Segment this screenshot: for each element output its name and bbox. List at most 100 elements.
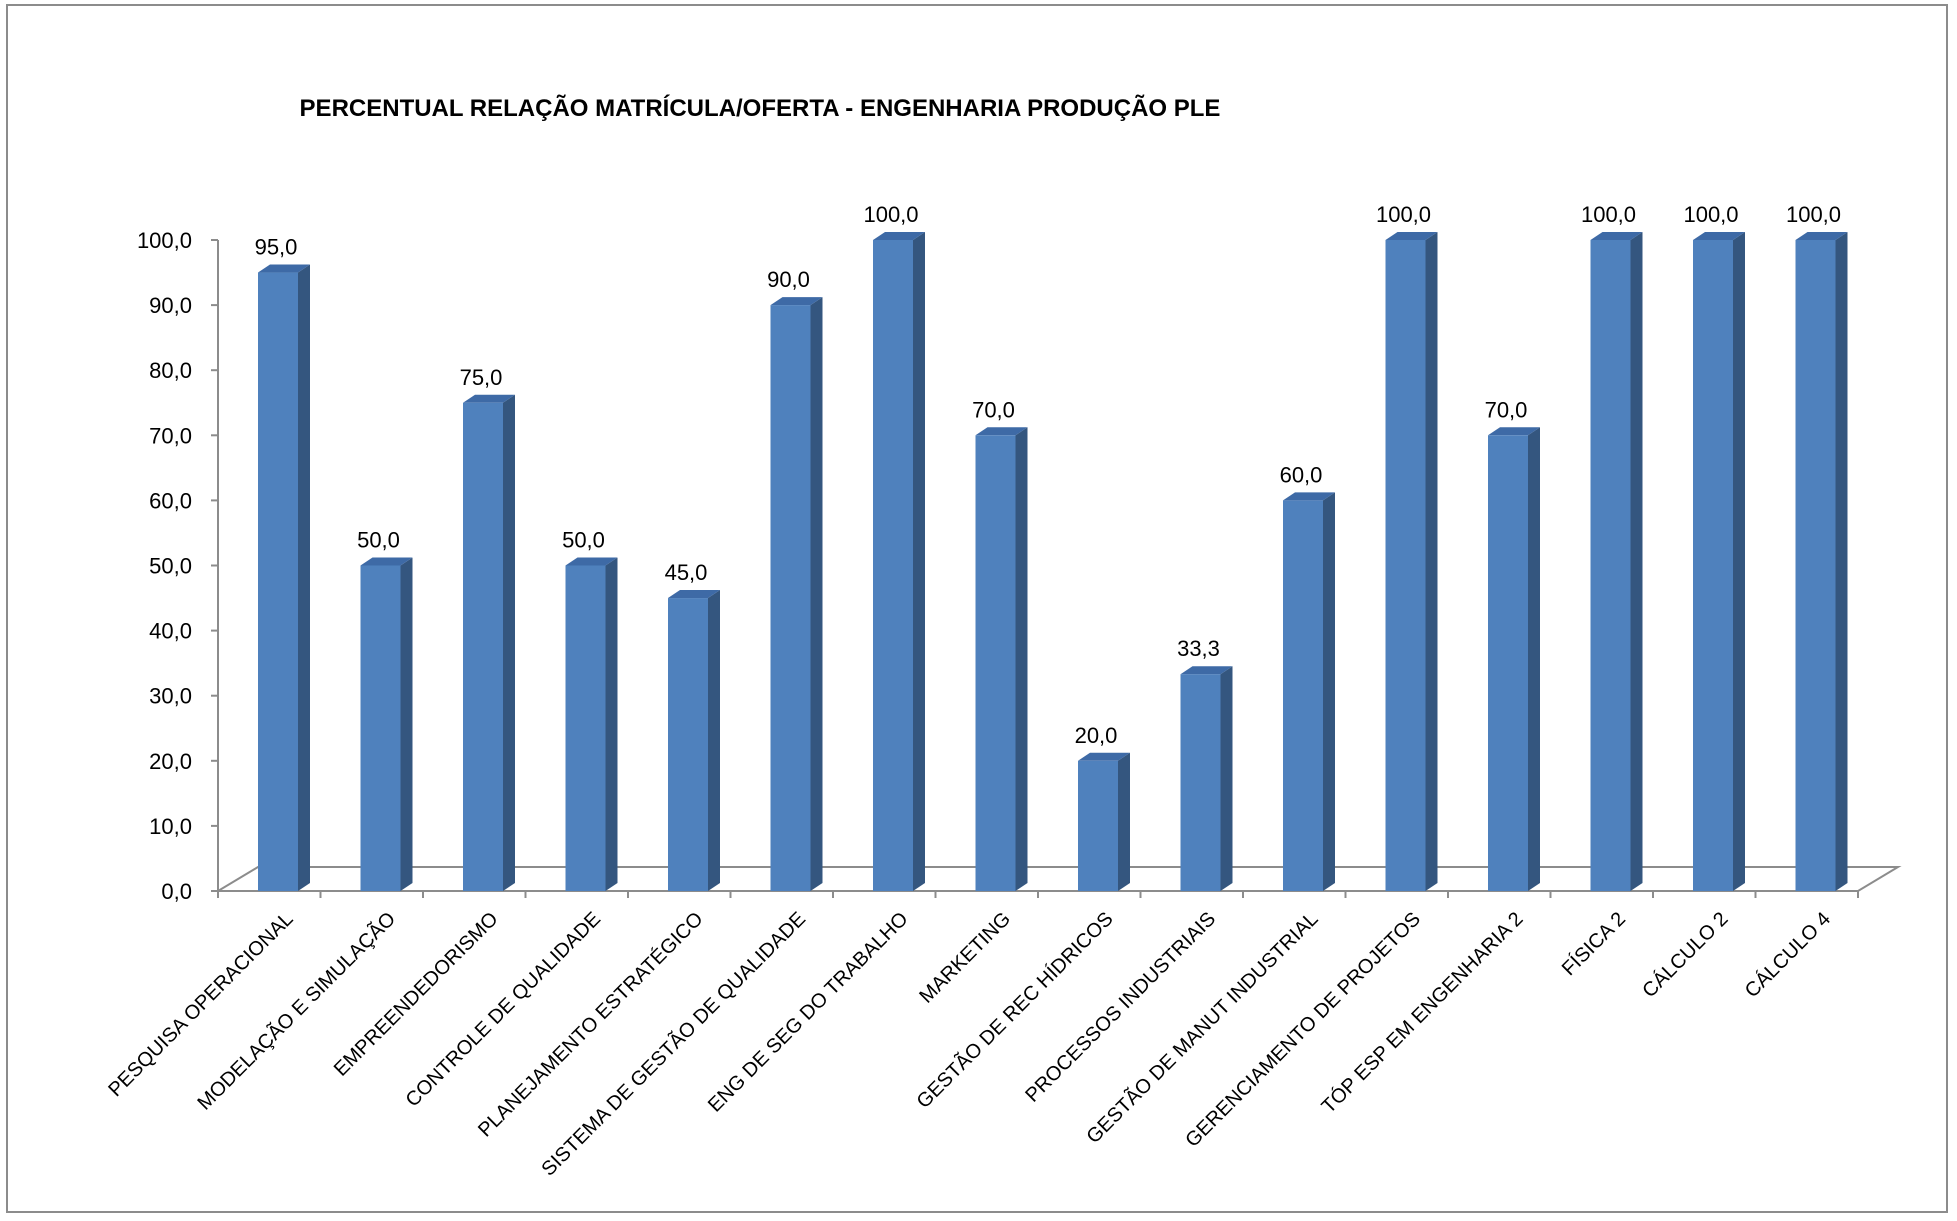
bar-side-face <box>913 232 925 891</box>
bar-side-face <box>1733 232 1745 891</box>
y-tick-label: 20,0 <box>149 749 192 774</box>
bar-top-face <box>668 590 720 599</box>
bar-top-face <box>1385 232 1438 240</box>
y-tick-label: 100,0 <box>137 228 192 253</box>
y-tick-label: 10,0 <box>149 814 192 839</box>
bar-side-face <box>1835 232 1848 891</box>
bar <box>1078 752 1130 891</box>
data-label: 50,0 <box>562 528 605 553</box>
bar-top-face <box>565 557 618 566</box>
bar <box>1180 666 1233 891</box>
y-tick-label: 0,0 <box>161 879 192 904</box>
data-label: 100,0 <box>1581 202 1636 227</box>
bar-front-face <box>668 598 708 891</box>
bar <box>463 394 515 891</box>
bar-front-face <box>1180 674 1221 891</box>
data-label: 90,0 <box>767 267 810 292</box>
bar <box>668 590 720 891</box>
x-tick-label: GESTÃO DE MANUT INDUSTRIAL <box>1081 907 1322 1148</box>
x-tick-label: PESQUISA OPERACIONAL <box>104 908 297 1101</box>
data-label: 100,0 <box>863 202 918 227</box>
bar <box>873 232 925 891</box>
bar <box>770 297 823 892</box>
bar-front-face <box>1693 240 1733 891</box>
bar-side-face <box>1528 427 1540 891</box>
y-tick-labels-group: 0,0 10,0 20,0 30,0 40,0 50,0 60,0 70,0 80,0 90,0 1… <box>137 228 192 904</box>
bar-top-face <box>258 264 310 273</box>
data-label: 45,0 <box>665 560 708 585</box>
data-label: 60,0 <box>1280 462 1323 487</box>
bar-front-face <box>1795 240 1836 891</box>
x-tick-label: CÁLCULO 4 <box>1740 907 1835 1002</box>
y-tick-label: 40,0 <box>149 619 192 644</box>
data-labels-group: 95,0 50,0 75,0 50,0 45,0 90,0 100,0 70,0 20,0 33,… <box>255 202 1841 748</box>
bar <box>1795 232 1848 891</box>
bar-front-face <box>565 565 606 891</box>
x-tick-label: CÁLCULO 2 <box>1638 907 1733 1002</box>
bar-top-face <box>1590 232 1643 240</box>
data-label: 75,0 <box>460 365 503 390</box>
bar-top-face <box>1795 232 1848 240</box>
x-tick-label: TÓP ESP EM ENGENHARIA 2 <box>1317 907 1528 1118</box>
bar-front-face <box>258 272 298 891</box>
x-tick-label: FÍSICA 2 <box>1557 907 1630 980</box>
bar-top-face <box>1180 666 1233 675</box>
bar-side-face <box>605 557 618 891</box>
bar-top-face <box>360 557 413 566</box>
bar-top-face <box>463 394 515 403</box>
bar <box>1385 232 1438 891</box>
data-label: 50,0 <box>357 528 400 553</box>
bar-front-face <box>1283 500 1323 891</box>
bar-side-face <box>1425 232 1438 891</box>
bar-top-face <box>1283 492 1335 501</box>
x-tick-label: EMPREENDEDORISMO <box>330 908 503 1081</box>
bar <box>258 264 310 891</box>
bar-front-face <box>1078 760 1118 891</box>
bar-top-face <box>1693 232 1745 240</box>
bar <box>565 557 618 891</box>
bar-side-face <box>298 264 310 891</box>
bar-front-face <box>463 402 503 891</box>
y-tick-label: 30,0 <box>149 684 192 709</box>
x-tick-label: MARKETING <box>915 908 1015 1008</box>
bar-side-face <box>1220 666 1233 891</box>
bar-front-face <box>975 435 1016 891</box>
x-tick-label: PLANEJAMENTO ESTRATÉGICO <box>473 907 707 1141</box>
bar-top-face <box>975 427 1028 436</box>
data-label: 70,0 <box>1485 397 1528 422</box>
x-tick-label: GERENCIAMENTO DE PROJETOS <box>1181 908 1425 1152</box>
bar-front-face <box>770 305 811 892</box>
y-tick-label: 90,0 <box>149 293 192 318</box>
chart-title: PERCENTUAL RELAÇÃO MATRÍCULA/OFERTA - EN… <box>300 94 1221 122</box>
data-label: 33,3 <box>1177 636 1220 661</box>
data-label: 100,0 <box>1683 202 1738 227</box>
bar-side-face <box>503 394 515 891</box>
bar-front-face <box>360 565 401 891</box>
data-label: 95,0 <box>255 235 298 260</box>
bar <box>1488 427 1540 891</box>
x-tick-label: MODELAÇÃO E SIMULAÇÃO <box>192 907 400 1115</box>
bar <box>360 557 413 891</box>
bar-top-face <box>1078 752 1130 761</box>
y-tick-label: 50,0 <box>149 554 192 579</box>
x-tick-label: GESTÃO DE REC HÍDRICOS <box>911 907 1117 1113</box>
data-label: 20,0 <box>1075 723 1118 748</box>
bar-side-face <box>400 557 413 891</box>
data-label: 70,0 <box>972 397 1015 422</box>
bar-top-face <box>1488 427 1540 436</box>
bar-front-face <box>1590 240 1631 891</box>
bar-side-face <box>1118 752 1130 891</box>
bar-side-face <box>1015 427 1028 891</box>
bar-front-face <box>1385 240 1426 891</box>
bar <box>975 427 1028 891</box>
bar-top-face <box>873 232 925 240</box>
data-label: 100,0 <box>1376 202 1431 227</box>
bar-side-face <box>1630 232 1643 891</box>
bars-group <box>258 232 1848 892</box>
x-tick-label: CONTROLE DE QUALIDADE <box>402 908 605 1111</box>
bar-front-face <box>1488 435 1528 891</box>
bar <box>1693 232 1745 891</box>
y-tick-label: 60,0 <box>149 488 192 513</box>
